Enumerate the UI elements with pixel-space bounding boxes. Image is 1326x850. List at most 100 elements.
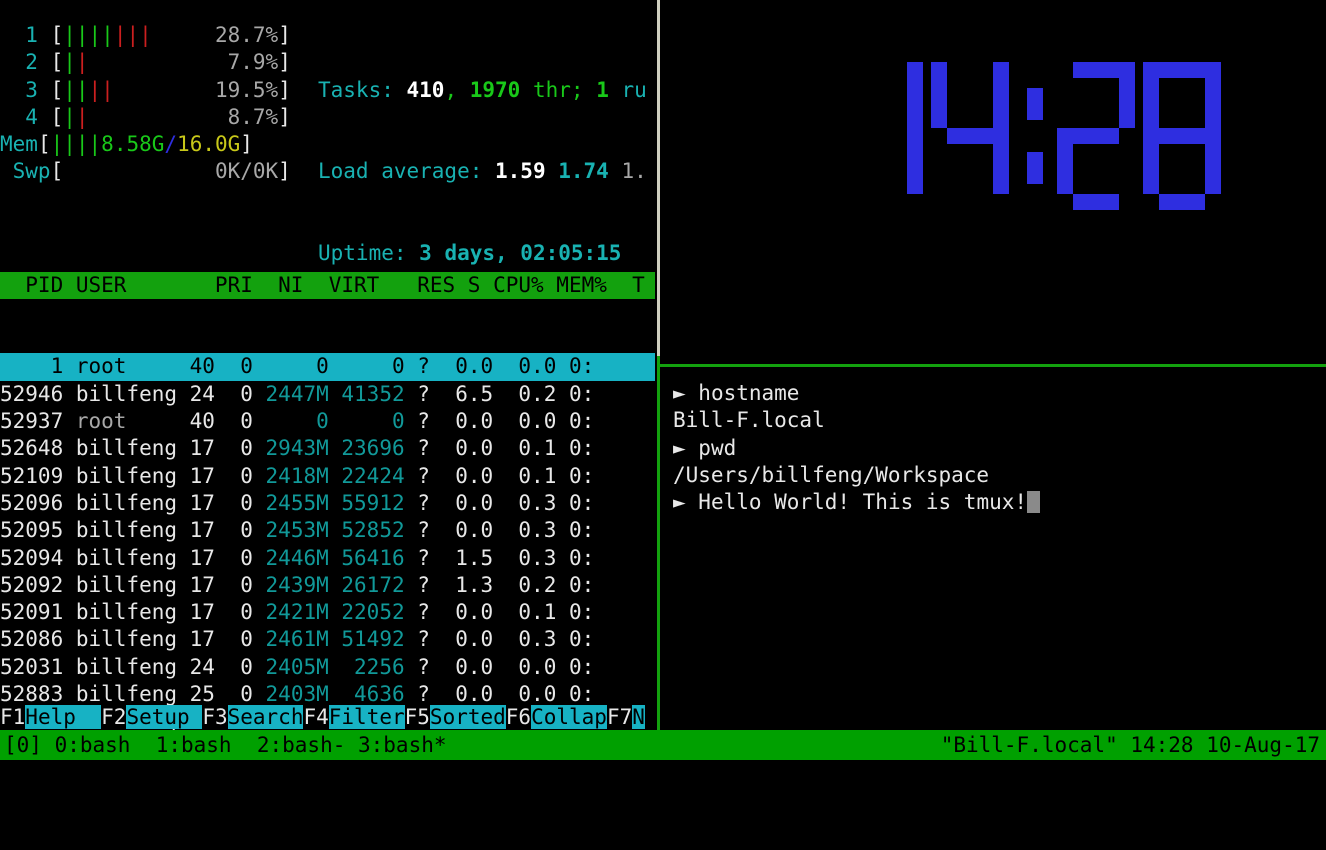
fkey-label-f7[interactable]: N — [632, 705, 645, 729]
table-row[interactable]: 52648 billfeng 17 0 2943M 23696 ? 0.0 0.… — [0, 435, 655, 462]
htop-pane[interactable]: 1 [||||||| 28.7%] 2 [|| 7.9%] 3 [|||| 19… — [0, 0, 655, 730]
clock-segment-g — [947, 128, 993, 144]
tasks-count: 410 — [406, 77, 445, 102]
cell-res: 26172 — [328, 572, 405, 597]
cell-pri: 25 — [177, 682, 215, 707]
cpu-bar-low: | — [63, 50, 76, 75]
clock-pane[interactable] — [665, 0, 1326, 355]
process-rows[interactable]: 1 root 40 0 0 0 ? 0.0 0.0 0: 52946 billfe… — [0, 353, 655, 730]
cell-ni: 0 — [214, 682, 253, 707]
cell-time: 0: — [556, 436, 595, 461]
table-row[interactable]: 52109 billfeng 17 0 2418M 22424 ? 0.0 0.… — [0, 463, 655, 490]
cell-user: billfeng — [63, 627, 178, 652]
table-row[interactable]: 52937 root 40 0 0 0 ? 0.0 0.0 0: — [0, 408, 655, 435]
cell-pid: 52096 — [0, 490, 64, 515]
clock-segment-a — [1159, 62, 1205, 78]
fkey-label-f1[interactable]: Help — [25, 705, 102, 729]
clock-digit — [1143, 62, 1221, 210]
fkey-number-f4[interactable]: F4 — [303, 705, 329, 729]
shell-command-line[interactable]: ► hostname — [673, 380, 1040, 407]
cell-mem: 0.1 — [493, 600, 557, 625]
fkey-number-f3[interactable]: F3 — [202, 705, 228, 729]
fkey-number-f6[interactable]: F6 — [505, 705, 532, 729]
cell-mem: 0.3 — [493, 518, 557, 543]
cell-ni: 0 — [214, 572, 253, 597]
cell-ni: 0 — [214, 463, 253, 488]
threads-count: 1970 — [469, 77, 521, 102]
table-row[interactable]: 52883 billfeng 25 0 2403M 4636 ? 0.0 0.0… — [0, 681, 655, 708]
cell-pri: 17 — [177, 490, 215, 515]
swap-value: 0K/0K — [63, 159, 279, 184]
cell-virt: 2447M — [252, 381, 329, 406]
table-row[interactable]: 52946 billfeng 24 0 2447M 41352 ? 6.5 0.… — [0, 381, 655, 408]
table-row[interactable]: 52095 billfeng 17 0 2453M 52852 ? 0.0 0.… — [0, 517, 655, 544]
cell-cpu: 0.0 — [429, 490, 494, 515]
meter-bracket-open: [ — [50, 77, 64, 102]
pane-divider-horizontal[interactable] — [657, 364, 1326, 367]
cell-mem: 0.2 — [493, 572, 557, 597]
table-row[interactable]: 52096 billfeng 17 0 2455M 55912 ? 0.0 0.… — [0, 490, 655, 517]
cell-time: 0: — [556, 490, 595, 515]
tmux-status-bar[interactable]: [0] 0:bash 1:bash 2:bash- 3:bash* "Bill-… — [0, 730, 1326, 760]
memory-label: Mem — [0, 132, 38, 157]
clock-segment-b — [993, 62, 1009, 128]
cell-time: 0: — [556, 545, 595, 570]
process-table-header[interactable]: PID USER PRI NI VIRT RES S CPU% MEM% T — [0, 271, 655, 299]
clock-segment-f — [1143, 62, 1159, 128]
fkey-label-f5[interactable]: Sorted — [429, 705, 506, 729]
table-row[interactable]: 52031 billfeng 24 0 2405M 2256 ? 0.0 0.0… — [0, 654, 655, 681]
cpu-bar-low: |||| — [63, 23, 114, 47]
table-row[interactable]: 52092 billfeng 17 0 2439M 26172 ? 1.3 0.… — [0, 572, 655, 599]
cell-state: ? — [404, 490, 430, 515]
cell-time: 0: — [556, 627, 595, 652]
cell-ni: 0 — [214, 600, 253, 625]
cpu-percent: 7.9% — [88, 50, 279, 75]
fkey-label-f6[interactable]: Collap — [531, 705, 607, 729]
fkey-number-f7[interactable]: F7 — [606, 705, 633, 729]
cell-res: 0 — [328, 409, 405, 434]
fkey-number-f2[interactable]: F2 — [101, 705, 127, 729]
memory-total: 16.0G — [177, 132, 241, 157]
fkey-label-f2[interactable]: Setup — [126, 705, 203, 729]
table-row[interactable]: 1 root 40 0 0 0 ? 0.0 0.0 0: — [0, 353, 655, 381]
meter-bracket-open: [ — [50, 23, 64, 47]
shell-command-line[interactable]: ► pwd — [673, 435, 1040, 462]
cell-pri: 24 — [177, 654, 215, 679]
cell-res: 56416 — [328, 545, 405, 570]
pane-divider-vertical-bottom[interactable] — [657, 356, 660, 730]
function-key-bar[interactable]: F1Help F2Setup F3SearchF4FilterF5SortedF… — [0, 704, 645, 730]
fkey-label-f3[interactable]: Search — [227, 705, 304, 729]
pane-divider-vertical-top[interactable] — [657, 0, 660, 356]
clock-digit — [1057, 62, 1135, 210]
fkey-number-f5[interactable]: F5 — [404, 705, 430, 729]
tmux-window-list[interactable]: [0] 0:bash 1:bash 2:bash- 3:bash* — [4, 733, 447, 757]
cell-cpu: 0.0 — [429, 654, 494, 679]
shell-pane[interactable]: ► hostname Bill-F.local ► pwd/Users/billfe… — [665, 370, 1326, 730]
cell-state: ? — [404, 436, 430, 461]
cell-pid: 52095 — [0, 518, 64, 543]
process-table[interactable]: PID USER PRI NI VIRT RES S CPU% MEM% T 1… — [0, 217, 655, 730]
table-row[interactable]: 52091 billfeng 17 0 2421M 22052 ? 0.0 0.… — [0, 599, 655, 626]
cell-ni: 0 — [214, 354, 253, 379]
shell-output-line: /Users/billfeng/Workspace — [673, 462, 1040, 489]
cell-res: 51492 — [328, 627, 405, 652]
cpu-bar-high: ||| — [113, 23, 152, 47]
cell-cpu: 0.0 — [429, 627, 494, 652]
table-row[interactable]: 52094 billfeng 17 0 2446M 56416 ? 1.5 0.… — [0, 545, 655, 572]
shell-command-line[interactable]: ► Hello World! This is tmux! — [673, 489, 1041, 516]
load-5min: 1.74 — [558, 159, 609, 184]
tasks-row: Tasks: 410, 1970 thr; 1 ru — [318, 77, 647, 104]
cell-user: billfeng — [63, 463, 178, 488]
clock-colon — [1017, 62, 1057, 210]
cell-time: 0: — [556, 463, 595, 488]
cell-pri: 17 — [177, 518, 215, 543]
meter-bracket-open: [ — [50, 50, 64, 75]
table-row[interactable]: 52086 billfeng 17 0 2461M 51492 ? 0.0 0.… — [0, 626, 655, 653]
fkey-label-f4[interactable]: Filter — [328, 705, 405, 729]
shell-text: hostname — [698, 381, 800, 405]
cell-pri: 24 — [177, 381, 215, 406]
cpu-meter-id: 1 — [0, 23, 51, 47]
fkey-number-f1[interactable]: F1 — [0, 705, 26, 729]
cell-user: root — [63, 409, 178, 434]
cell-ni: 0 — [214, 518, 253, 543]
